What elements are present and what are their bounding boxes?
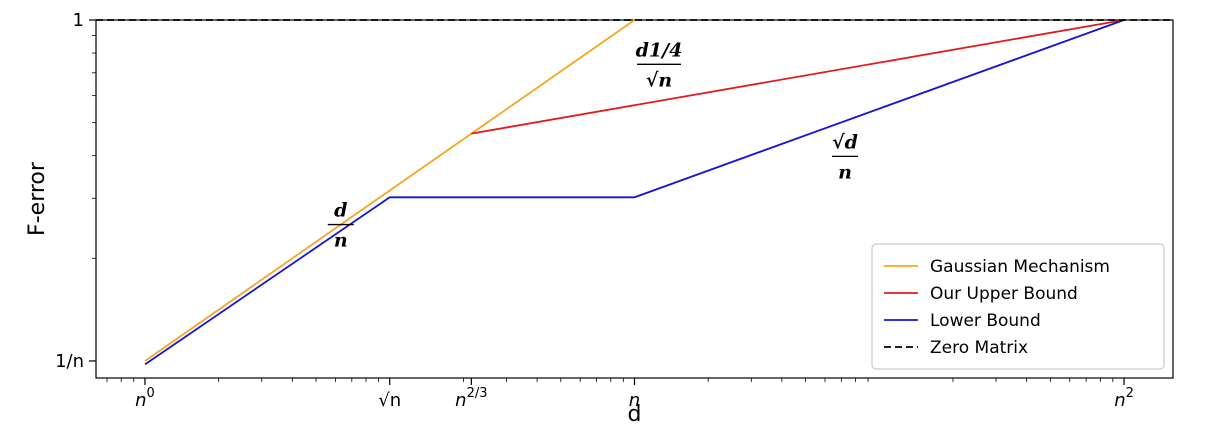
x-axis: n0 √n n2/3 n n2 xyxy=(106,378,1134,411)
legend-label: Gaussian Mechanism xyxy=(930,257,1110,277)
annotation-denominator: n xyxy=(838,161,852,183)
annotation-numerator: d1/4 xyxy=(636,39,683,61)
x-tick-label: n2 xyxy=(1114,386,1134,411)
x-tick: n xyxy=(629,378,640,411)
annotation-d-over-n: dn xyxy=(327,200,354,252)
y-axis: 1 1/n xyxy=(55,10,96,372)
x-tick: n0 xyxy=(135,378,155,411)
annotation-numerator: d xyxy=(334,200,347,222)
y-tick: 1/n xyxy=(55,351,96,372)
annotation-numerator: √d xyxy=(832,131,858,153)
legend-label: Lower Bound xyxy=(930,311,1041,331)
annotation-denominator: √n xyxy=(646,69,672,91)
x-tick-label: n0 xyxy=(135,386,155,411)
series-line-gaussian-mechanism xyxy=(144,19,636,362)
y-tick: 1 xyxy=(73,10,96,31)
legend-label: Zero Matrix xyxy=(930,338,1028,358)
series-layer xyxy=(96,19,1173,366)
legend-item: Lower Bound xyxy=(884,311,1041,331)
legend-item: Zero Matrix xyxy=(884,338,1028,358)
legend: Gaussian Mechanism Our Upper Bound Lower B… xyxy=(871,243,1165,370)
x-axis-label: d xyxy=(628,402,642,427)
legend-box xyxy=(871,243,1165,370)
x-tick-label: √n xyxy=(378,390,401,411)
x-tick: √n xyxy=(378,378,401,411)
annotation-sqrtd-over-n: √d n xyxy=(832,131,859,183)
y-axis-label: F-error xyxy=(25,161,50,236)
x-tick: n2/3 xyxy=(455,378,488,411)
y-tick-label: 1/n xyxy=(55,351,84,372)
legend-item: Our Upper Bound xyxy=(884,284,1078,304)
legend-label: Our Upper Bound xyxy=(930,284,1078,304)
y-tick-label: 1 xyxy=(73,10,84,31)
x-tick-label: n xyxy=(629,390,640,411)
x-tick: n2 xyxy=(1114,378,1134,411)
series-line-lower-bound xyxy=(144,19,1125,366)
annotation-d14-over-sqrtn: d1/4 √n xyxy=(636,39,683,91)
series-line-our-upper-bound xyxy=(471,19,1125,135)
annotation-denominator: n xyxy=(334,230,348,252)
x-tick-label: n2/3 xyxy=(455,386,487,411)
legend-item: Gaussian Mechanism xyxy=(884,257,1110,277)
